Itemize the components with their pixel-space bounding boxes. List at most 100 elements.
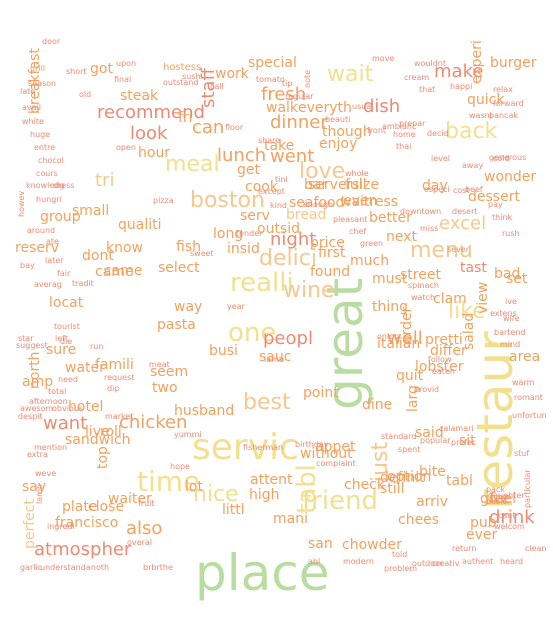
cloud-word: fresh: [261, 84, 307, 105]
cloud-word: extens: [490, 309, 517, 318]
cloud-word: averag: [34, 280, 62, 289]
cloud-word: desert: [452, 207, 478, 216]
cloud-word: tast: [460, 260, 487, 276]
cloud-word: hour: [138, 145, 171, 161]
cloud-word: daughter: [488, 491, 525, 500]
cloud-word: said: [415, 425, 444, 441]
cloud-word: obvious: [52, 404, 84, 413]
cloud-word: enough: [303, 200, 334, 209]
cloud-word: though: [322, 124, 372, 140]
cloud-word: whole: [345, 169, 369, 178]
cloud-word: went: [270, 146, 315, 167]
cloud-word: usual: [352, 102, 374, 111]
cloud-word: return: [452, 544, 477, 553]
cloud-word: seafood: [289, 195, 345, 211]
cloud-word: set: [506, 271, 528, 287]
cloud-word: afternoon: [29, 397, 68, 406]
cloud-word: bread: [286, 207, 327, 223]
cloud-word: bay: [20, 261, 35, 270]
cloud-word: huge: [30, 130, 51, 139]
cloud-word: ingredi: [47, 522, 75, 531]
cloud-word: steak: [120, 88, 159, 104]
cloud-word: fair: [57, 269, 71, 278]
cloud-word: lot: [185, 479, 203, 495]
cloud-word: despit: [18, 412, 43, 421]
cloud-word: think: [492, 213, 513, 222]
cloud-word: upon: [116, 59, 137, 68]
cloud-word: creativ: [432, 559, 460, 568]
cloud-word: can: [192, 117, 225, 138]
cloud-word: arriv: [416, 494, 449, 510]
cloud-word: san: [308, 536, 333, 552]
cloud-word: welcom: [494, 522, 525, 531]
cloud-word: lamb: [264, 355, 284, 364]
cloud-word: chees: [398, 512, 440, 528]
cloud-word: entre: [34, 143, 56, 152]
cloud-word: meat: [149, 360, 170, 369]
cloud-word: top: [95, 446, 111, 469]
cloud-word: garlic: [20, 563, 43, 572]
cloud-word: home: [393, 130, 416, 139]
cloud-word: left: [55, 334, 68, 343]
cloud-word: cook: [245, 179, 278, 195]
cloud-word: server: [308, 177, 353, 193]
cloud-word: old: [79, 90, 92, 99]
cloud-word: eaten: [432, 367, 455, 376]
cloud-word: must: [372, 271, 408, 287]
cloud-word: unfortun: [512, 411, 547, 420]
cloud-word: pay: [488, 200, 503, 209]
cloud-word: floor: [225, 123, 244, 132]
cloud-word: hostess: [163, 62, 202, 73]
cloud-word: feel: [490, 491, 517, 507]
cloud-word: green: [360, 239, 384, 248]
cloud-word: calamari: [439, 424, 474, 433]
cloud-word: late: [20, 87, 36, 96]
cloud-word: wife: [503, 314, 520, 323]
cloud-word: overal: [127, 538, 152, 547]
cloud-word: pub: [470, 515, 497, 531]
cloud-word: still: [380, 481, 405, 497]
cloud-word: busi: [209, 343, 238, 359]
cloud-word: provid: [414, 385, 440, 394]
cloud-word: move: [372, 54, 395, 63]
cloud-word: thing: [372, 299, 409, 315]
cloud-word: market: [105, 412, 134, 421]
cloud-word: point: [303, 385, 339, 401]
cloud-word: stuf: [514, 449, 530, 458]
cloud-word: spent: [398, 445, 421, 454]
cloud-word: appet: [315, 439, 356, 455]
cloud-word: need: [58, 375, 78, 384]
cloud-word: burger: [490, 55, 537, 71]
cloud-word: love: [299, 159, 346, 184]
cloud-word: enjoy: [319, 136, 358, 152]
cloud-word: miss: [420, 224, 439, 233]
cloud-word: chicken: [119, 412, 188, 433]
cloud-word: tourist: [54, 322, 80, 331]
cloud-word: wine: [283, 278, 335, 303]
cloud-word: two: [152, 380, 178, 396]
cloud-word: famili: [95, 357, 134, 373]
cloud-word: run: [90, 342, 104, 351]
cloud-word: take: [264, 138, 295, 154]
cloud-word: option: [387, 469, 432, 485]
cloud-word: ambianc: [382, 122, 417, 131]
cloud-word: white: [22, 117, 44, 126]
cloud-word: fish: [176, 239, 201, 255]
cloud-word: thai: [396, 142, 412, 151]
cloud-word: plate: [62, 499, 98, 515]
cloud-word: dip: [107, 384, 120, 393]
cloud-word: hope: [170, 462, 190, 471]
cloud-word: particular: [523, 469, 532, 508]
cloud-word: fisherman: [243, 443, 284, 452]
cloud-word: differ: [430, 343, 467, 359]
cloud-word: sandwich: [65, 432, 131, 448]
cloud-word: especi: [424, 185, 450, 194]
cloud-word: chowder: [342, 537, 402, 553]
cloud-word: prefer: [451, 438, 476, 447]
cloud-word: know: [106, 240, 143, 256]
cloud-word: level: [431, 154, 451, 163]
cloud-word: small: [72, 203, 110, 219]
cloud-word: lunch: [217, 145, 267, 166]
cloud-word: ive: [505, 297, 517, 306]
cloud-word: delici: [259, 246, 317, 271]
